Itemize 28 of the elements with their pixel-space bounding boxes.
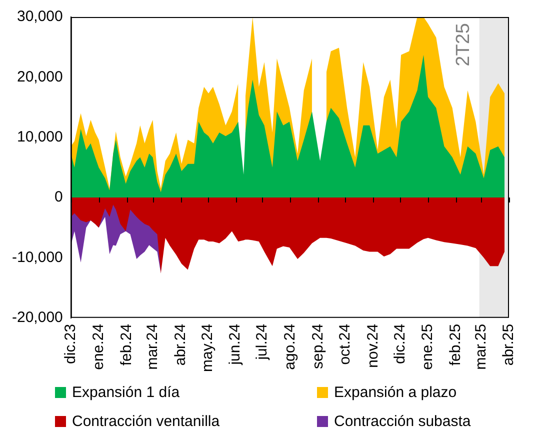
x-tick-label: ago.24 [282, 324, 299, 370]
y-tick-label: 30,000 [16, 8, 63, 26]
x-tick-label: oct.24 [336, 324, 354, 365]
y-tick-label: 0 [54, 188, 63, 206]
y-tick-label: 20,000 [16, 68, 63, 86]
x-tick-label: jun.24 [226, 324, 244, 366]
x-tick-label: ene.24 [90, 324, 107, 370]
x-tick-label: sep.24 [309, 324, 326, 369]
y-tick-label: 10,000 [16, 128, 63, 146]
band-label: 2T25 [453, 23, 474, 66]
x-tick-label: abr.24 [172, 324, 189, 366]
x-tick-label: jul.24 [254, 324, 271, 361]
x-tick-label: dic.23 [62, 324, 80, 364]
x-tick-label: mar.24 [144, 324, 161, 370]
legend-label: Expansión a plazo [334, 384, 457, 401]
y-tick-label: -20,000 [12, 309, 63, 326]
y-tick-label: -10,000 [12, 248, 63, 266]
x-tick-label: ene.25 [419, 324, 436, 370]
x-tick-label: dic.24 [391, 324, 408, 364]
x-tick-label: feb.25 [447, 324, 464, 366]
x-tick-label: may.24 [198, 324, 216, 372]
legend-label: Contracción ventanilla [72, 413, 220, 430]
x-tick-label: mar.25 [472, 324, 490, 370]
x-tick-label: abr.25 [500, 324, 518, 366]
legend-label: Contracción subasta [334, 413, 471, 430]
legend-label: Expansión 1 día [72, 384, 180, 401]
x-tick-label: nov.24 [364, 324, 382, 368]
x-tick-label: feb.24 [118, 324, 135, 366]
